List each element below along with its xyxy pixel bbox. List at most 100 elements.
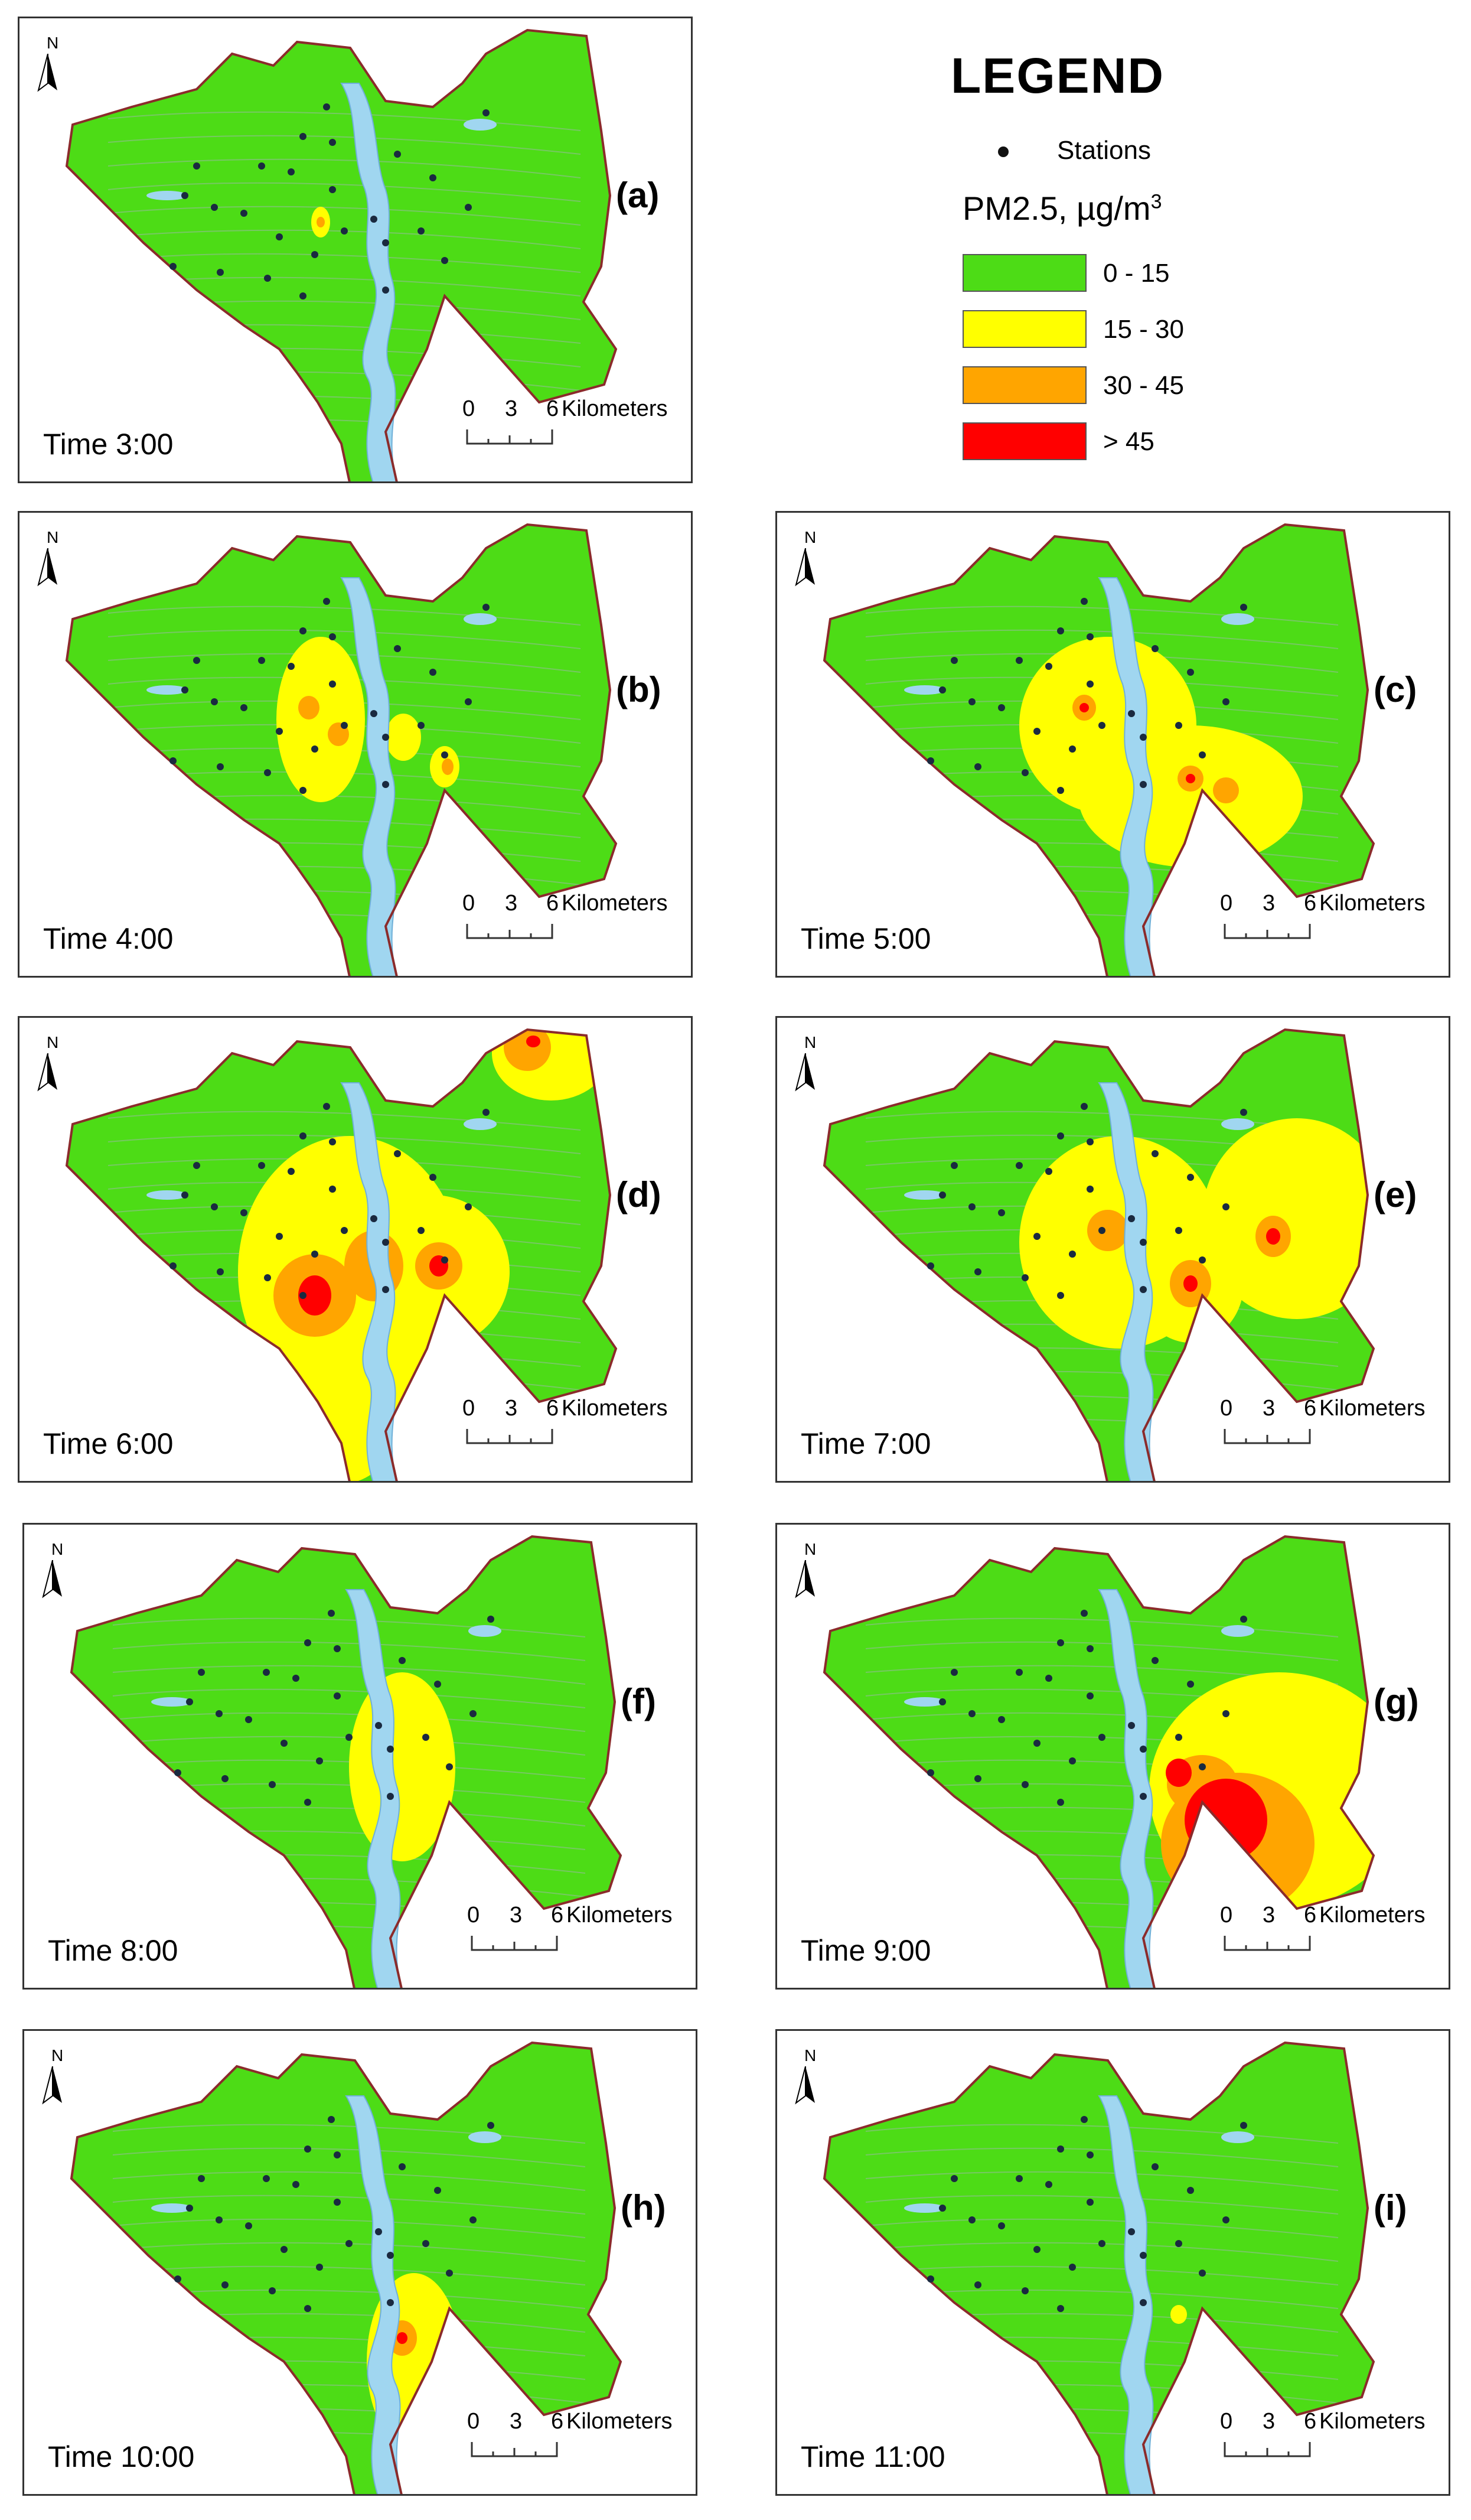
road-line (865, 1111, 1339, 1131)
station-marker (216, 1710, 223, 1717)
station-marker (375, 1722, 382, 1729)
road-line (112, 2147, 586, 2167)
station-marker (998, 1716, 1005, 1723)
station-marker (927, 757, 934, 764)
station-marker (288, 663, 295, 670)
scale-tick-6: 6 (1304, 891, 1317, 916)
station-marker (1016, 1162, 1023, 1169)
scale-bar: 0 3 6 Kilometers (462, 396, 691, 461)
north-label: N (47, 1033, 59, 1051)
station-marker (1140, 1793, 1147, 1800)
scale-bar: 0 3 6 Kilometers (462, 891, 691, 956)
pm25-zone-yellow (1170, 2305, 1187, 2324)
station-marker (1140, 734, 1147, 741)
station-marker (422, 2240, 429, 2247)
station-marker (1187, 1174, 1194, 1181)
pm25-map-b (65, 523, 618, 976)
station-marker (1098, 722, 1105, 729)
station-marker (1222, 1710, 1229, 1717)
station-marker (258, 1162, 265, 1169)
pm25-zone-orange (317, 217, 325, 227)
station-marker (198, 2175, 205, 2182)
station-marker (316, 1757, 323, 1764)
station-marker (1022, 2287, 1029, 2294)
station-marker (269, 2287, 276, 2294)
pm25-zone-orange (1213, 777, 1239, 803)
legend-class-label: 15 - 30 (1103, 315, 1184, 344)
road-line (107, 158, 581, 178)
map-panel-a: (a) Time 3:00 N 0 3 6 Kilometers (18, 17, 693, 483)
road-line (112, 2124, 586, 2144)
station-marker (311, 745, 318, 753)
station-marker (276, 728, 283, 735)
station-marker (193, 657, 200, 664)
station-marker (1045, 1675, 1052, 1682)
road-line (865, 1641, 1339, 1661)
legend-class-0: 0 - 15 (963, 254, 1376, 297)
map-panel-h: (h) Time 10:00 N 0 3 6 Kilometers (22, 2029, 697, 2496)
station-marker (951, 1669, 958, 1676)
station-marker (328, 2116, 335, 2123)
station-marker (1087, 2199, 1094, 2206)
map-panel-g: (g) Time 9:00 N 0 3 6 Kilometers (775, 1523, 1450, 1990)
north-arrow-icon: N (794, 1033, 829, 1098)
road-line (107, 1111, 581, 1131)
pm25-map-d (65, 1028, 618, 1481)
pm25-map-h (70, 2041, 622, 2494)
map-panel-d: (d) Time 6:00 N 0 3 6 Kilometers (18, 1016, 693, 1483)
north-label: N (804, 1033, 817, 1051)
station-marker (387, 2299, 394, 2306)
scale-bar: 0 3 6 Kilometers (462, 1396, 691, 1461)
river (1098, 1082, 1155, 1481)
station-marker (1152, 1657, 1159, 1664)
station-marker (276, 1233, 283, 1240)
lake (904, 1697, 945, 1707)
road-line (865, 2195, 1339, 2215)
station-marker (245, 1716, 252, 1723)
scale-tick-6: 6 (546, 396, 559, 421)
pm25-zone-red (298, 1275, 331, 1316)
lake (468, 2131, 501, 2143)
station-marker (487, 2122, 494, 2129)
scale-tick-3: 3 (510, 1903, 523, 1928)
station-marker (1187, 1681, 1194, 1688)
station-marker (316, 2264, 323, 2271)
north-arrow-icon: N (794, 2046, 829, 2111)
station-marker (328, 1610, 335, 1617)
station-marker (469, 2216, 477, 2223)
station-marker (299, 787, 306, 794)
station-marker (387, 1746, 394, 1753)
station-marker (441, 1256, 448, 1264)
station-marker (169, 1262, 177, 1269)
station-marker (1187, 669, 1194, 676)
scale-tick-0: 0 (1220, 2409, 1233, 2434)
legend-stations-label: Stations (1057, 136, 1151, 165)
station-marker (304, 1799, 311, 1806)
scale-tick-0: 0 (467, 1903, 480, 1928)
scale-tick-3: 3 (1263, 891, 1276, 916)
legend-unit-superscript: 3 (1150, 190, 1162, 213)
pm25-map-e (823, 1028, 1375, 1481)
station-marker (334, 1692, 341, 1699)
scale-unit: Kilometers (1319, 1903, 1426, 1928)
station-marker (216, 2216, 223, 2223)
lake (1221, 613, 1254, 625)
station-marker (465, 698, 472, 705)
station-marker (240, 1209, 247, 1216)
map-panel-b: (b) Time 4:00 N 0 3 6 Kilometers (18, 511, 693, 978)
city-boundary (823, 1535, 1375, 1988)
station-marker (1199, 2270, 1206, 2277)
station-marker (334, 2151, 341, 2158)
scale-tick-6: 6 (546, 1396, 559, 1421)
station-marker (1022, 1781, 1029, 1788)
station-marker (487, 1616, 494, 1623)
legend-title: LEGEND (951, 48, 1165, 103)
scale-bar: 0 3 6 Kilometers (467, 2409, 696, 2474)
scale-unit: Kilometers (1319, 891, 1426, 916)
station-marker (1081, 598, 1088, 605)
legend-swatch (963, 422, 1087, 460)
station-marker (927, 1769, 934, 1776)
station-marker (329, 1138, 336, 1145)
station-marker (382, 239, 389, 246)
station-marker (1140, 1746, 1147, 1753)
